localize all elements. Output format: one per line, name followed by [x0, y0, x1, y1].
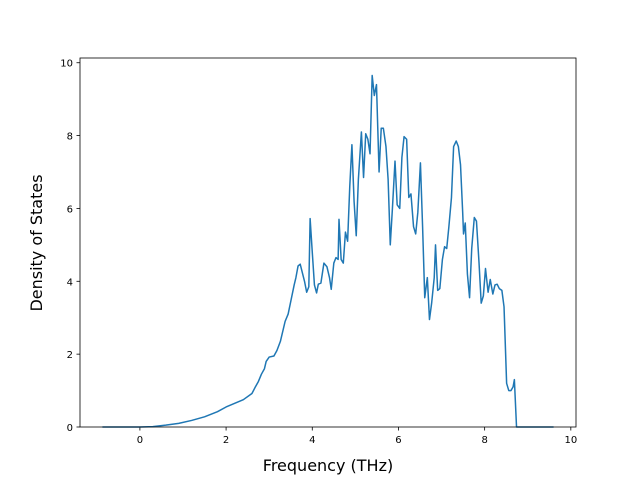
x-tick-label: 6	[395, 435, 401, 446]
line	[102, 74, 554, 428]
y-tick-label: 6	[67, 204, 73, 215]
x-axis-label: Frequency (THz)	[263, 456, 393, 475]
plot-frame	[79, 57, 577, 428]
y-tick-label: 4	[67, 277, 73, 288]
y-tick-label: 0	[67, 423, 73, 434]
x-tick-label: 2	[223, 435, 229, 446]
y-tick-label: 8	[67, 132, 73, 143]
x-tick-label: 4	[309, 435, 315, 446]
y-axis-label: Density of States	[27, 174, 46, 311]
x-tick-label: 10	[564, 435, 577, 446]
y-tick-label: 10	[60, 59, 73, 70]
x-tick-label: 0	[137, 435, 143, 446]
y-tick-label: 2	[67, 350, 73, 361]
x-tick-label: 8	[481, 435, 487, 446]
